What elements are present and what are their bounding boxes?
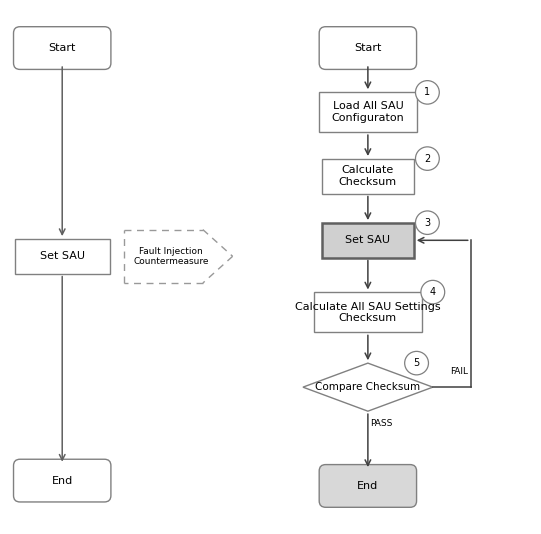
Text: Calculate
Checksum: Calculate Checksum [339,166,397,187]
Circle shape [415,81,439,104]
Circle shape [415,147,439,170]
Text: FAIL: FAIL [450,367,468,376]
Text: Load All SAU
Configuraton: Load All SAU Configuraton [332,101,404,123]
Text: Set SAU: Set SAU [39,252,85,261]
Text: End: End [51,476,73,485]
Bar [322,223,414,257]
Text: Set SAU: Set SAU [345,235,391,245]
Text: Fault Injection
Countermeasure: Fault Injection Countermeasure [133,247,209,266]
Text: Start: Start [49,43,76,53]
Text: PASS: PASS [371,419,393,428]
Polygon shape [303,363,433,411]
FancyBboxPatch shape [319,465,417,507]
Bar [322,159,414,193]
Text: 3: 3 [424,218,431,227]
Text: End: End [357,481,379,491]
FancyBboxPatch shape [319,27,417,69]
Circle shape [405,351,428,375]
Text: Calculate All SAU Settings
Checksum: Calculate All SAU Settings Checksum [295,302,441,323]
Bar [15,239,109,273]
FancyBboxPatch shape [14,459,111,502]
Text: Compare Checksum: Compare Checksum [315,382,420,392]
Text: 1: 1 [424,88,431,97]
Bar [319,92,417,132]
Text: 4: 4 [430,287,436,297]
Circle shape [415,211,439,234]
Text: Start: Start [354,43,381,53]
FancyBboxPatch shape [14,27,111,69]
Text: 2: 2 [424,154,431,163]
Text: 5: 5 [413,358,420,368]
Polygon shape [124,230,233,283]
Bar [314,292,422,332]
Circle shape [421,280,445,304]
